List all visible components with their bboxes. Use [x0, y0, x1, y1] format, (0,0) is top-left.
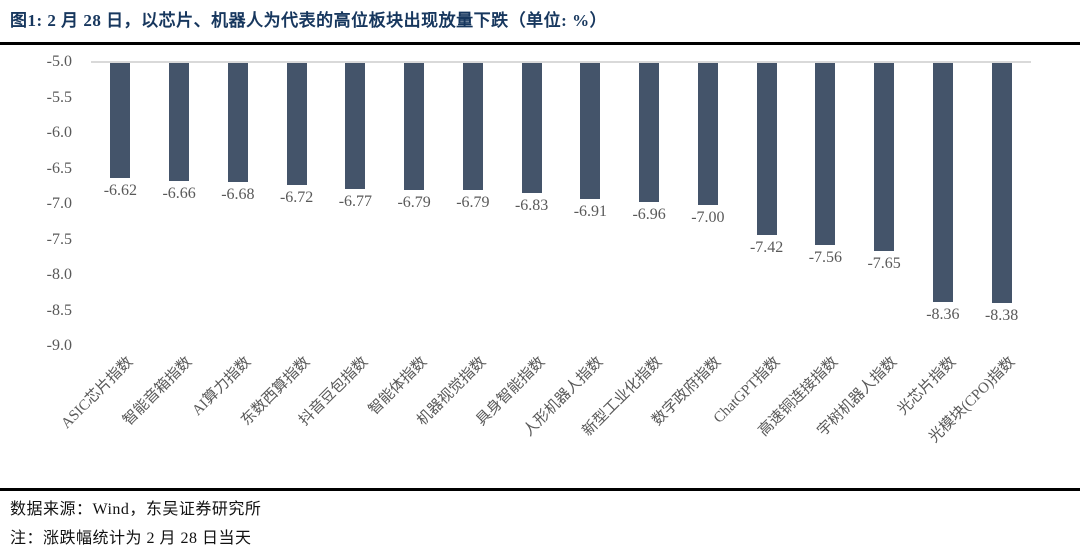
bar: [521, 63, 542, 193]
bar: [110, 63, 131, 179]
y-axis-tick-label: -8.5: [46, 301, 72, 319]
bar-value-label: -7.42: [749, 238, 784, 256]
figure-title: 图1: 2 月 28 日，以芯片、机器人为代表的高位板块出现放量下跌（单位: %…: [10, 11, 608, 30]
bar: [227, 63, 248, 183]
bar-value-label: -6.83: [514, 196, 549, 214]
y-axis-tick-label: -9.0: [46, 337, 72, 354]
bar: [639, 63, 660, 203]
bar-value-label: -7.00: [691, 209, 725, 226]
y-axis-tick-label: -5.5: [46, 88, 72, 106]
bar-value-label: -7.65: [867, 255, 901, 273]
bar: [815, 63, 836, 245]
footer-divider: [0, 488, 1080, 491]
bar: [991, 63, 1012, 303]
bar: [756, 63, 777, 235]
bar: [286, 63, 307, 186]
bar: [345, 63, 366, 189]
y-axis-tick-label: -6.5: [46, 159, 72, 177]
y-axis-tick-label: -7.5: [46, 230, 72, 248]
bar: [169, 63, 190, 181]
bar-value-label: -6.79: [397, 194, 431, 212]
footnote: 注：涨跌幅统计为 2 月 28 日当天: [10, 529, 252, 547]
y-axis-tick-label: -6.0: [46, 124, 72, 141]
bar-value-label: -6.72: [279, 189, 314, 207]
bar-value-label: -8.36: [926, 305, 960, 323]
bar-value-label: -6.91: [573, 202, 608, 220]
bar-value-label: -6.62: [103, 182, 138, 200]
baseline-gridline: [91, 61, 1031, 63]
bar: [874, 63, 895, 252]
bar-value-label: -6.96: [632, 206, 666, 224]
bar: [462, 63, 483, 191]
bar-value-label: -6.68: [221, 186, 255, 204]
title-divider: [0, 42, 1080, 45]
y-axis-tick-label: -5.0: [46, 53, 72, 70]
y-axis-tick-label: -8.0: [46, 266, 72, 283]
bar: [697, 63, 718, 205]
bar-value-label: -6.79: [456, 194, 490, 212]
bar-value-label: -8.38: [984, 306, 1019, 324]
bar-chart-area: -5.0 -5.5 -6.0 -6.5 -7.0 -7.5 -8.0 -8.5 -9.0 -6.6…: [0, 45, 1080, 488]
y-axis-tick-label: -7.0: [46, 195, 72, 212]
bar-value-label: -6.66: [162, 184, 196, 202]
bar-value-label: -7.56: [808, 248, 843, 266]
bar: [932, 63, 953, 302]
data-source-note: 数据来源：Wind，东吴证券研究所: [10, 500, 262, 518]
bar: [404, 63, 425, 191]
bar: [580, 63, 601, 199]
bar-value-label: -6.77: [338, 192, 373, 210]
